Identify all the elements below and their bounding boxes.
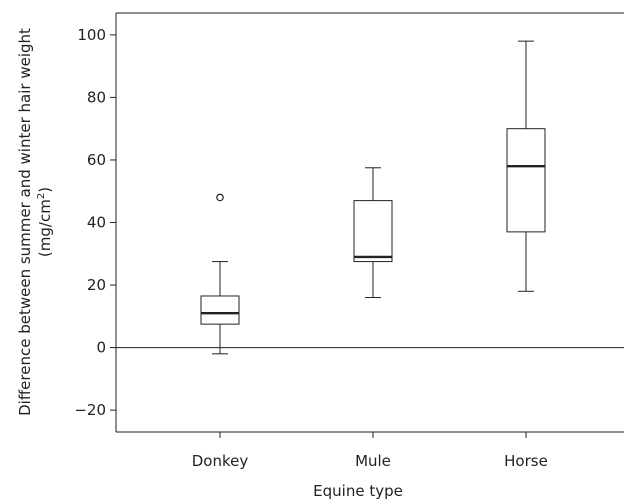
y-tick-label: 0 xyxy=(96,339,106,357)
iqr-box xyxy=(353,200,393,263)
x-axis-ticks: Donkey Mule Horse xyxy=(192,432,548,470)
y-axis-ticks: −20 0 20 40 60 80 100 xyxy=(74,26,116,419)
y-tick-label: −20 xyxy=(74,401,106,419)
x-axis-title: Equine type xyxy=(313,482,403,500)
y-axis-title: Difference between summer and winter hai… xyxy=(16,28,54,416)
y-tick-label: 40 xyxy=(87,214,106,232)
box-mule xyxy=(353,167,393,299)
y-tick-label: 100 xyxy=(77,26,106,44)
box-horse xyxy=(506,40,546,292)
y-tick-label: 60 xyxy=(87,151,106,169)
y-axis-title-line1: Difference between summer and winter hai… xyxy=(16,28,34,416)
iqr-box xyxy=(200,295,240,325)
x-tick-label: Horse xyxy=(504,452,548,470)
y-axis-title-line2: (mg/cm2) xyxy=(36,187,54,257)
boxes-layer xyxy=(200,40,546,355)
x-tick-label: Mule xyxy=(355,452,391,470)
y-axis-unit-superscript: 2 xyxy=(36,193,47,199)
y-tick-label: 20 xyxy=(87,276,106,294)
box-donkey xyxy=(200,193,240,355)
y-axis-unit-suffix: ) xyxy=(36,187,54,193)
y-tick-label: 80 xyxy=(87,88,106,106)
y-axis-unit-prefix: (mg/cm xyxy=(36,199,54,257)
x-tick-label: Donkey xyxy=(192,452,249,470)
iqr-box xyxy=(506,128,546,233)
outlier-point xyxy=(216,193,224,202)
